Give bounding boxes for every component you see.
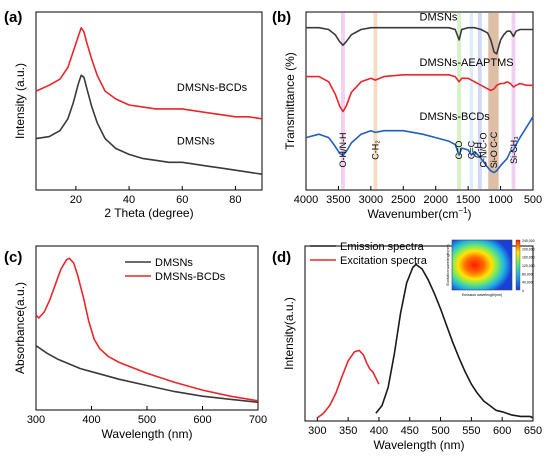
colorbar-tick-label: 40,000 [522,281,533,285]
plot-frame [305,11,534,191]
y-axis-label: Intensity (a.u.) [13,63,27,139]
plot-frame [304,245,534,422]
x-axis-label-sup: −1 [458,206,468,215]
x-tick-label: 450 [401,425,419,437]
absorption-band [488,13,499,189]
x-tick-label: 3500 [326,194,350,206]
y-axis-label: Absorbance(a.u.) [13,282,27,374]
x-tick-label: 600 [493,425,511,437]
legend-entry: Emission spectra [340,241,425,253]
panel-a: 20 40 60 80 (a) Intensity (a.u.) DMSNs-BCDs DMS… [4,9,263,220]
x-tick-label: 400 [82,414,100,426]
band-label: Si-O C-C [489,131,499,168]
colorbar-tick-label: 0 [522,289,524,293]
series-line-dmsns-bcds [35,257,259,402]
series-label: DMSNs-BCDs [177,82,248,94]
x-axis-label: Wavenumber(cm−1) [367,206,471,221]
band-label: C=C [466,140,476,159]
x-tick-label: 300 [27,414,45,426]
band-label: O-H/N-H [338,133,348,168]
x-tick-label: 80 [229,194,241,206]
x-tick-label: 600 [193,414,211,426]
x-tick-label: 2000 [423,194,447,206]
inset-heatmap [451,239,513,291]
absorption-band [469,13,474,189]
x-axis-label: 2 Theta (degree) [104,206,193,220]
series-label: DMSNs-AEAPTMS [420,57,514,69]
colorbar-tick-label: 200,000 [522,247,535,251]
panel-d: 300 350 400 450 500 550 600 650 (d) Intensity(a.u… [272,239,542,452]
x-tick-label: 3000 [359,194,383,206]
legend-entry: Excitation spectra [340,255,428,267]
panel-label: (a) [4,9,22,26]
series-line-dmsns-aeaptms [306,74,533,113]
x-tick-label: 20 [70,194,82,206]
x-tick-label: 550 [462,425,480,437]
x-axis-label-main: Wavenumber(cm [367,207,458,221]
inset-y-label: Excitation wavelength(nm) [446,244,450,285]
panel-label: (d) [272,249,291,266]
x-tick-label: 300 [308,425,326,437]
x-axis-label: Wavelength (nm) [374,438,465,452]
panel-b: 4000 3500 3000 2500 2000 1500 1000 500 (b) Transm… [272,9,542,221]
series-label: DMSNs [177,136,215,148]
absorption-band [477,13,482,189]
x-tick-label: 700 [249,414,267,426]
y-axis-label: Transmittance (%) [283,52,297,150]
band-label: C-H₂ [370,140,380,160]
inset-x-label: Emission wavelength(nm) [462,293,502,297]
series-label: DMSNs-BCDs [420,111,491,123]
series-line-dmsns-bcds [305,116,534,174]
inset-colorbar [515,239,521,291]
panel-c: 300 400 500 600 700 (c) Absorbance(a.u.) DMSNs D… [4,245,267,441]
series-line-dmsns [35,344,259,404]
legend-entry: DMSNs-BCDs [155,271,226,283]
panel-label: (b) [272,9,291,26]
x-tick-label: 1500 [456,194,480,206]
x-tick-label: 350 [339,425,357,437]
absorption-band [373,13,378,189]
series-line-dmsns [306,26,533,55]
series-label: DMSNs [420,12,458,24]
band-label: C=O [454,141,464,160]
series-line-emission-spectra [375,263,534,419]
x-tick-label: 1000 [488,194,512,206]
colorbar-tick-label: 240,000 [522,239,535,243]
x-tick-label: 400 [370,425,388,437]
legend-entry: DMSNs [155,257,193,269]
band-label: C-H [473,142,483,158]
band-label: C-N/C-O [479,133,489,168]
x-axis-label-end: ) [468,207,472,221]
y-axis-label: Intensity(a.u.) [282,297,296,370]
plot-frame [35,11,263,191]
x-tick-label: 4000 [294,194,318,206]
series-line-dmsns-bcds [35,26,263,120]
series-line-dmsns [35,74,263,175]
x-tick-label: 500 [524,194,542,206]
series-line-excitation-spectra [316,349,380,419]
band-label: Si-CH₃ [509,136,519,164]
x-tick-label: 650 [524,425,542,437]
colorbar-tick-label: 120,000 [522,264,535,268]
x-tick-label: 40 [123,194,135,206]
x-axis-label: Wavelength (nm) [102,427,193,441]
colorbar-tick-label: 80,000 [522,272,533,276]
absorption-band [341,13,345,189]
absorption-band [511,13,516,189]
x-tick-label: 500 [138,414,156,426]
x-tick-label: 60 [176,194,188,206]
x-tick-label: 500 [431,425,449,437]
colorbar-tick-label: 160,000 [522,256,535,260]
absorption-band [457,13,462,189]
panel-label: (c) [4,249,22,266]
x-tick-label: 2500 [391,194,415,206]
